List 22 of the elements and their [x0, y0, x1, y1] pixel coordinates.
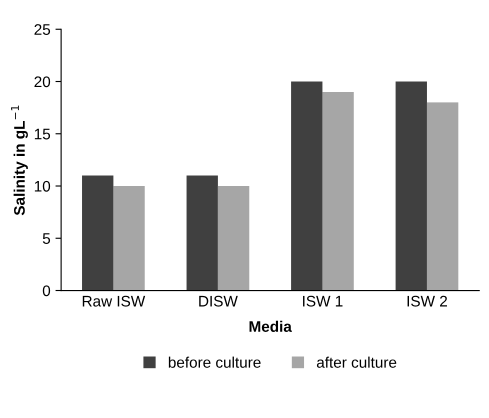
bar	[322, 92, 354, 291]
x-tick-label: Raw ISW	[82, 296, 146, 307]
bar	[291, 82, 322, 291]
bar	[218, 186, 250, 291]
bar	[186, 176, 218, 291]
x-tick-label: DISW	[199, 296, 238, 307]
x-axis-title: Media	[250, 320, 292, 332]
y-tick-label: 0	[42, 285, 50, 296]
bar	[396, 82, 427, 291]
legend-label: after culture	[316, 356, 396, 368]
bar	[113, 186, 145, 291]
bar	[426, 102, 458, 291]
bar	[82, 176, 114, 291]
y-tick-label: 15	[34, 128, 50, 140]
y-axis-title: Salinity in gL$^{−1}$	[11, 106, 28, 216]
y-tick-label: 25	[34, 24, 50, 35]
y-tick-label: 20	[34, 76, 50, 88]
y-tick-label: 5	[42, 233, 50, 244]
y-tick-label: 10	[34, 180, 50, 192]
legend-label: before culture	[168, 356, 261, 368]
x-tick-label: ISW 2	[408, 296, 447, 307]
x-tick-label: ISW 1	[303, 296, 342, 307]
